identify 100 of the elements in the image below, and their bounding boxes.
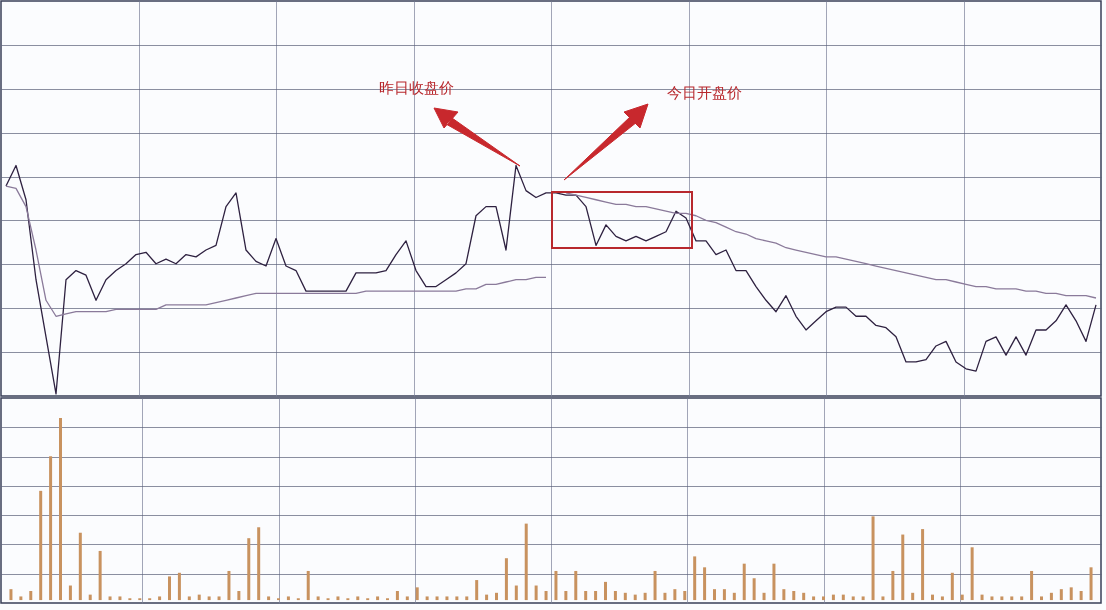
bar	[158, 596, 162, 601]
bar	[187, 596, 191, 601]
bar	[247, 538, 251, 601]
bar	[405, 596, 409, 601]
bar	[1049, 592, 1053, 601]
bar	[742, 563, 746, 601]
bar	[465, 596, 469, 601]
bar	[604, 581, 607, 601]
bar	[1089, 567, 1093, 601]
bar	[911, 592, 915, 601]
bar	[1040, 596, 1043, 601]
bar	[891, 570, 895, 601]
bar	[29, 590, 33, 601]
bar	[485, 594, 489, 601]
bar	[1069, 587, 1073, 601]
bar	[673, 589, 677, 601]
bar	[455, 596, 459, 601]
bar	[792, 590, 796, 601]
bar	[257, 527, 261, 601]
bar	[544, 590, 548, 601]
bar	[643, 592, 647, 601]
bar	[752, 578, 756, 601]
bar	[1020, 596, 1024, 601]
bar	[831, 594, 835, 601]
bar	[495, 592, 498, 601]
text: 今日开盘价	[666, 84, 742, 102]
bar	[435, 596, 439, 601]
bar	[217, 596, 221, 601]
bar	[306, 570, 310, 601]
bar	[861, 596, 865, 601]
bar	[722, 589, 726, 601]
bar	[1079, 590, 1083, 601]
bar	[623, 592, 627, 601]
bar	[633, 594, 637, 601]
bar	[504, 558, 508, 601]
bar	[177, 572, 181, 601]
bar	[940, 596, 944, 601]
bar	[197, 594, 201, 601]
bar	[970, 547, 974, 601]
bar	[356, 596, 360, 601]
bar	[118, 596, 122, 601]
bar	[762, 592, 766, 601]
bar	[960, 594, 964, 601]
bar	[990, 596, 994, 601]
bar	[713, 589, 716, 601]
bar	[445, 596, 449, 601]
bar	[88, 594, 92, 601]
bar	[316, 596, 320, 601]
bar	[980, 594, 984, 601]
bar	[1030, 570, 1034, 601]
bar	[822, 596, 825, 601]
bar	[802, 592, 806, 601]
bar	[594, 590, 598, 601]
bar	[267, 596, 271, 601]
bar	[772, 563, 776, 601]
bar	[59, 418, 62, 601]
bar	[653, 570, 657, 601]
bar	[78, 532, 82, 601]
bar	[851, 596, 855, 601]
bar	[782, 589, 786, 601]
bar	[336, 596, 340, 601]
bar	[415, 587, 419, 601]
bar	[39, 490, 43, 601]
bar	[812, 596, 816, 601]
bar	[881, 596, 885, 601]
bar	[921, 529, 925, 601]
bar	[227, 570, 231, 601]
bar	[395, 590, 399, 601]
bar	[98, 550, 102, 601]
bar	[871, 516, 875, 601]
bar	[475, 580, 479, 601]
bar	[108, 596, 112, 601]
bar	[584, 590, 588, 601]
bar	[1000, 596, 1004, 601]
bar	[613, 590, 617, 601]
text: 昨日收盘价	[378, 79, 454, 97]
bar	[703, 567, 707, 601]
bar	[207, 596, 211, 601]
bar	[901, 534, 905, 601]
bar	[1010, 596, 1014, 601]
bar	[237, 590, 241, 601]
bar	[564, 590, 568, 601]
bar	[554, 570, 558, 601]
bar	[663, 592, 667, 601]
bar	[574, 570, 578, 601]
bar	[732, 592, 736, 601]
bar	[931, 594, 934, 601]
bar	[19, 596, 23, 601]
bar	[683, 590, 687, 601]
bar	[168, 576, 171, 601]
bar	[514, 585, 518, 601]
bar	[1059, 589, 1063, 601]
bar	[693, 556, 697, 601]
bar	[376, 596, 380, 601]
bar	[841, 594, 845, 601]
bar	[68, 585, 72, 601]
bar	[425, 596, 429, 601]
bar	[286, 596, 290, 601]
bar	[534, 585, 538, 601]
bar	[49, 456, 53, 601]
